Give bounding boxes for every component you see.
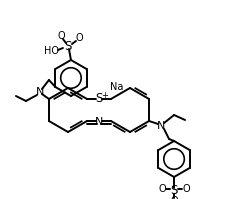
Text: S: S: [64, 39, 72, 53]
Text: HO: HO: [45, 46, 60, 56]
Text: S: S: [95, 93, 103, 105]
Text: S: S: [170, 183, 178, 196]
Text: O: O: [75, 33, 83, 43]
Text: Na: Na: [110, 82, 124, 92]
Text: O: O: [158, 184, 166, 194]
Text: O: O: [182, 184, 190, 194]
Text: N: N: [95, 117, 103, 127]
Text: O: O: [57, 31, 65, 41]
Text: +: +: [102, 91, 109, 100]
Text: N: N: [157, 121, 165, 131]
Text: O: O: [170, 196, 178, 199]
Text: N: N: [36, 87, 44, 97]
